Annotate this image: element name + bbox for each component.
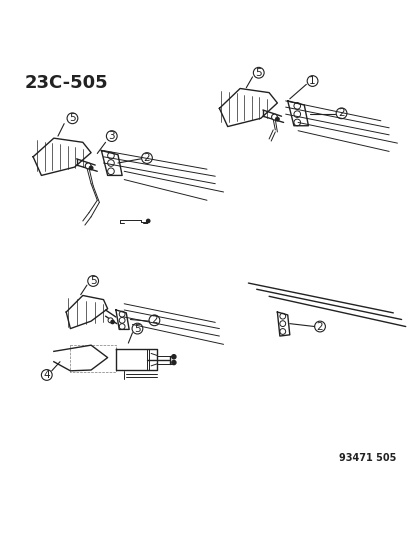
Text: 1: 1 [309,76,315,86]
Text: 5: 5 [90,276,96,286]
Text: 3: 3 [108,131,115,141]
Text: 5: 5 [69,114,76,123]
Circle shape [111,320,114,324]
Circle shape [85,163,91,169]
Circle shape [171,360,176,365]
Text: 93471 505: 93471 505 [339,453,396,463]
Text: 23C-505: 23C-505 [25,74,108,92]
Text: 2: 2 [316,321,323,332]
Text: 2: 2 [151,316,157,325]
Text: 5: 5 [134,324,140,334]
Circle shape [89,166,93,170]
Circle shape [171,354,176,359]
Text: 4: 4 [43,370,50,380]
Text: 2: 2 [337,108,344,118]
Circle shape [146,219,150,223]
Circle shape [271,114,277,120]
Circle shape [275,117,279,121]
Circle shape [108,318,113,323]
Text: 2: 2 [143,153,150,163]
Text: 5: 5 [255,68,261,78]
